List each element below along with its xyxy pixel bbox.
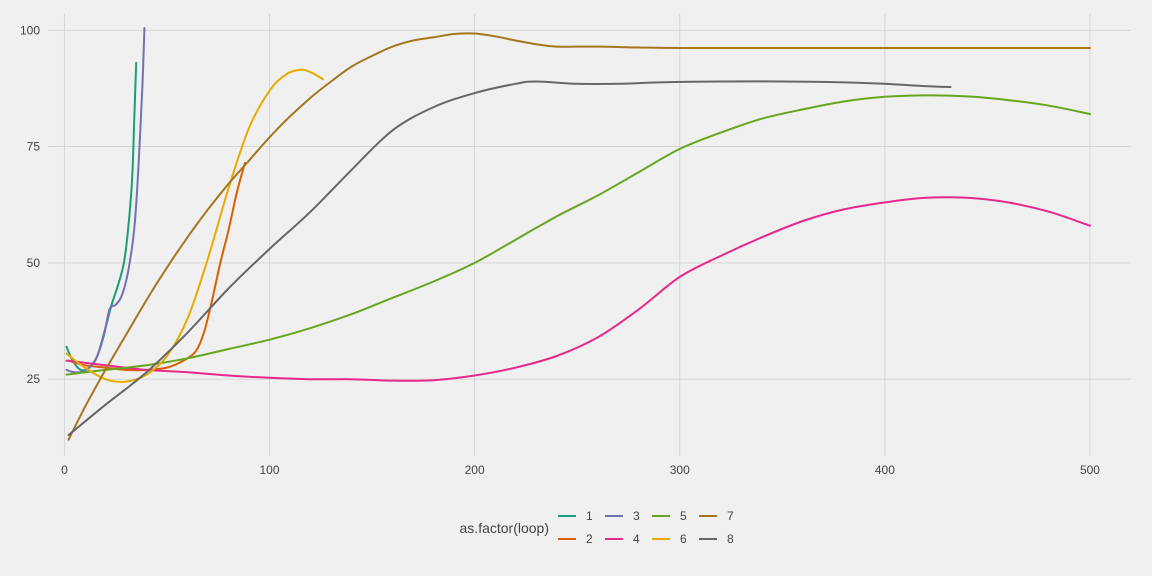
- legend-label-5: 5: [680, 509, 687, 523]
- y-tick-label-25: 25: [27, 372, 41, 386]
- legend-label-4: 4: [633, 532, 640, 546]
- y-tick-label-100: 100: [20, 23, 40, 37]
- x-tick-label-500: 500: [1080, 463, 1100, 477]
- series-line-6: [65, 68, 324, 383]
- x-tick-label-0: 0: [61, 463, 68, 477]
- y-tick-label-50: 50: [27, 256, 41, 270]
- series-lines: [65, 27, 1091, 441]
- series-line-1: [65, 61, 138, 372]
- series-line-2: [67, 161, 246, 372]
- series-line-4: [65, 196, 1091, 382]
- legend-label-6: 6: [680, 532, 687, 546]
- series-line-5: [65, 94, 1091, 376]
- legend-title: as.factor(loop): [460, 520, 549, 536]
- legend-label-2: 2: [586, 532, 593, 546]
- legend-label-3: 3: [633, 509, 640, 523]
- series-line-7: [67, 32, 1091, 441]
- legend: as.factor(loop) 1 2 3 4 5 6 7 8: [460, 509, 734, 546]
- legend-label-8: 8: [727, 532, 734, 546]
- legend-label-1: 1: [586, 509, 593, 523]
- x-tick-label-300: 300: [670, 463, 690, 477]
- grid: [48, 14, 1131, 456]
- series-line-8: [67, 80, 952, 437]
- x-tick-label-100: 100: [260, 463, 280, 477]
- axis-tick-labels: 0 100 200 300 400 500 25 50 75 100: [20, 23, 1100, 477]
- legend-label-7: 7: [727, 509, 734, 523]
- x-tick-label-200: 200: [465, 463, 485, 477]
- x-tick-label-400: 400: [875, 463, 895, 477]
- series-line-3: [65, 27, 146, 374]
- y-tick-label-75: 75: [27, 140, 41, 154]
